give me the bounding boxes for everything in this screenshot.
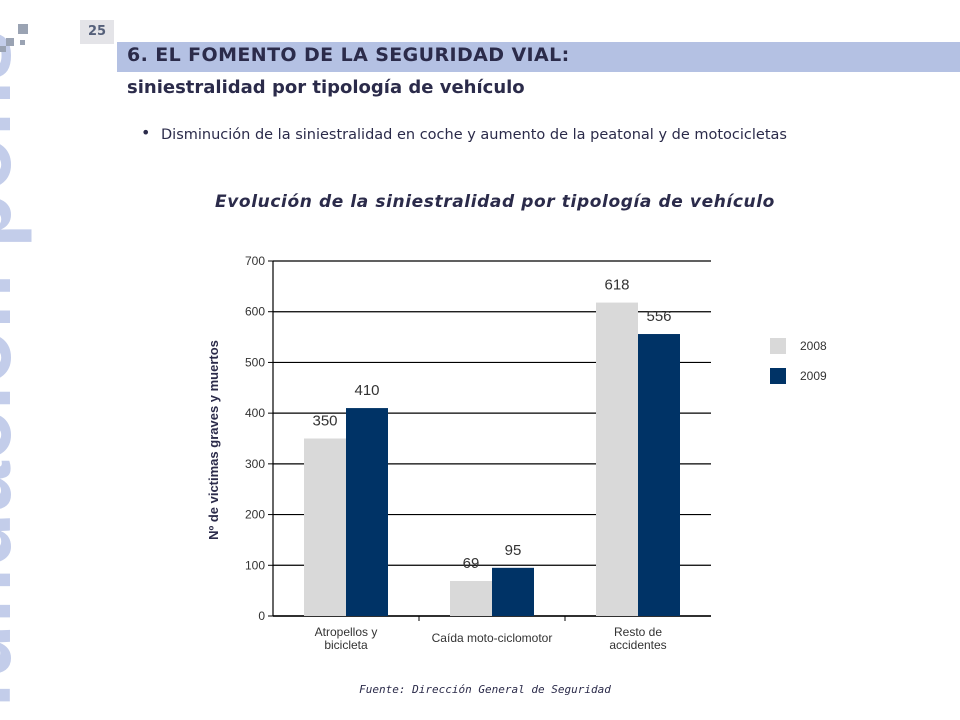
bar-2009-1 xyxy=(346,408,388,616)
bar-2008-2 xyxy=(450,581,492,616)
fundacion-pons-watermark-logo: fundación pons xyxy=(0,30,33,710)
page-subtitle: siniestralidad por tipología de vehículo xyxy=(127,77,525,98)
bar-2008-3 xyxy=(596,302,638,616)
x-tick-label: bicicleta xyxy=(324,638,368,652)
bar-2009-3 xyxy=(638,334,680,616)
y-tick-label: 100 xyxy=(245,558,265,572)
data-label: 350 xyxy=(312,413,337,430)
legend-label: 2008 xyxy=(800,339,827,353)
y-tick-label: 700 xyxy=(245,254,265,268)
bar-2008-1 xyxy=(304,438,346,616)
page-title: 6. EL FOMENTO DE LA SEGURIDAD VIAL: xyxy=(127,44,570,66)
bullet-point: Disminución de la siniestralidad en coch… xyxy=(161,127,787,143)
x-tick-label: Caída moto-ciclomotor xyxy=(432,631,553,645)
y-tick-label: 400 xyxy=(245,406,265,420)
y-tick-label: 200 xyxy=(245,508,265,522)
y-tick-label: 300 xyxy=(245,457,265,471)
source-note: Fuente: Dirección General de Seguridad xyxy=(359,683,611,696)
legend-label: 2009 xyxy=(800,369,827,383)
bullet-dot-icon: • xyxy=(141,123,151,142)
y-tick-label: 500 xyxy=(245,355,265,369)
y-tick-label: 600 xyxy=(245,305,265,319)
page-number: 25 xyxy=(80,20,114,44)
y-tick-label: 0 xyxy=(258,609,265,623)
title-bar xyxy=(117,42,960,72)
data-label: 69 xyxy=(463,555,480,572)
x-tick-label: Atropellos y xyxy=(315,625,378,639)
x-tick-label: Resto de xyxy=(614,625,662,639)
y-axis-label: Nº de victimas graves y muertos xyxy=(206,340,221,540)
x-tick-label: accidentes xyxy=(609,638,666,652)
bar-2009-2 xyxy=(492,567,534,616)
legend-swatch-2009 xyxy=(770,368,786,384)
svg-text:fundación pons: fundación pons xyxy=(0,30,33,710)
data-label: 556 xyxy=(646,308,671,325)
data-label: 95 xyxy=(505,542,522,559)
legend-swatch-2008 xyxy=(770,338,786,354)
chart-title: Evolución de la siniestralidad por tipol… xyxy=(215,192,775,212)
data-label: 410 xyxy=(354,382,379,399)
data-label: 618 xyxy=(604,277,629,294)
